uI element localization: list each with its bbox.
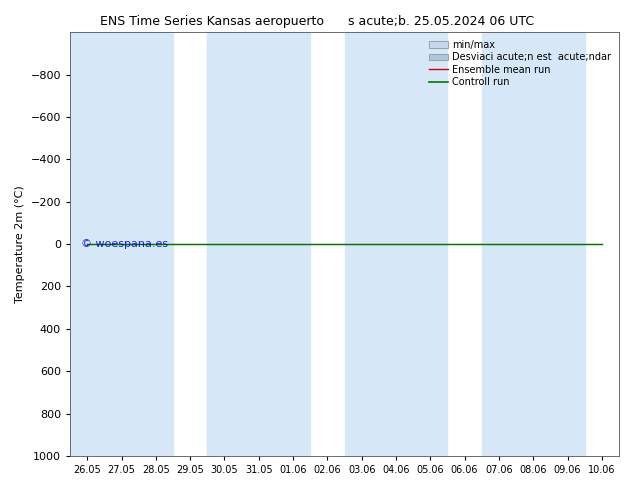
Bar [482, 32, 585, 456]
Legend: min/max, Desviaci acute;n est  acute;ndar, Ensemble mean run, Controll run: min/max, Desviaci acute;n est acute;ndar… [426, 37, 614, 90]
Y-axis label: Temperature 2m (°C): Temperature 2m (°C) [15, 185, 25, 303]
Text: ENS Time Series Kansas aeropuerto      s acute;b. 25.05.2024 06 UTC: ENS Time Series Kansas aeropuerto s acut… [100, 15, 534, 28]
Bar [344, 32, 448, 456]
Text: © woespana.es: © woespana.es [81, 239, 168, 249]
Bar [207, 32, 310, 456]
Bar [70, 32, 173, 456]
